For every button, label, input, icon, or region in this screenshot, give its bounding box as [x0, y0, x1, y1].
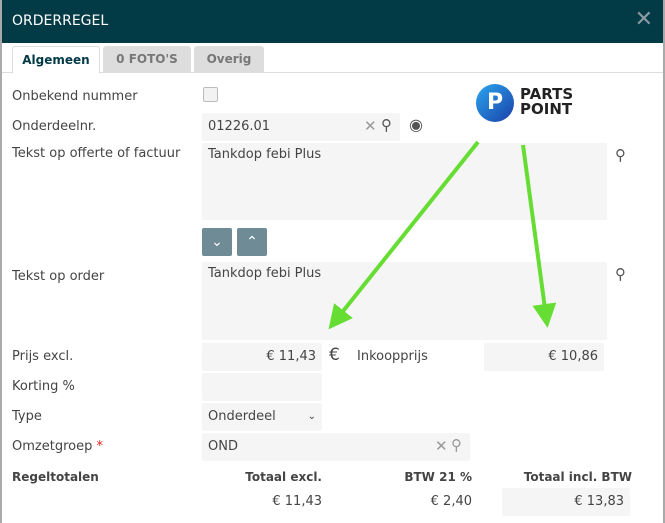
revenue-group-label: Omzetgroep *	[12, 439, 103, 454]
chevron-down-icon: ⌄	[307, 411, 316, 422]
required-marker: *	[96, 439, 103, 454]
arrow-to-purchase-price	[521, 144, 557, 328]
order-text-value: Tankdop febi Plus	[208, 266, 322, 281]
purchase-price-value: € 10,86	[548, 349, 598, 364]
quote-text-textarea[interactable]: Tankdop febi Plus	[202, 143, 607, 220]
tab-bar: Algemeen 0 FOTO'S Overig	[2, 43, 663, 74]
move-up-button[interactable]: ⌃	[237, 228, 267, 256]
unknown-number-checkbox[interactable]	[203, 87, 218, 102]
close-icon[interactable]: ✕	[634, 7, 653, 32]
search-icon[interactable]: ⚲	[615, 146, 626, 164]
part-number-label: Onderdeelnr.	[12, 119, 97, 134]
search-icon[interactable]: ⚲	[451, 436, 462, 454]
tab-algemeen[interactable]: Algemeen	[12, 46, 100, 74]
revenue-group-input[interactable]: OND	[202, 433, 470, 461]
type-label: Type	[12, 409, 42, 424]
discount-input[interactable]	[202, 373, 322, 401]
dialog-header: ORDERREGEL ✕	[2, 0, 663, 43]
purchase-price-input[interactable]: € 10,86	[484, 343, 604, 371]
search-icon[interactable]: ⚲	[381, 116, 392, 134]
total-excl-value: € 11,43	[272, 494, 322, 509]
dialog-title: ORDERREGEL	[12, 13, 109, 29]
vat-header: BTW 21 %	[404, 470, 472, 484]
quote-text-value: Tankdop febi Plus	[208, 147, 322, 162]
currency-symbol: €	[329, 345, 340, 365]
totals-label: Regeltotalen	[12, 470, 99, 484]
eye-icon[interactable]: ◉	[409, 115, 423, 134]
clear-icon[interactable]: ✕	[435, 437, 448, 455]
price-excl-label: Prijs excl.	[12, 349, 74, 364]
search-icon[interactable]: ⚲	[615, 265, 626, 283]
move-down-button[interactable]: ⌄	[202, 228, 232, 256]
unknown-number-label: Onbekend nummer	[12, 89, 138, 104]
quote-text-label: Tekst op offerte of factuur	[12, 146, 181, 161]
parts-point-logo: P PARTS POINT	[476, 84, 586, 124]
total-incl-field: € 13,83	[502, 488, 630, 516]
total-incl-value: € 13,83	[574, 494, 624, 509]
tab-fotos[interactable]: 0 FOTO'S	[103, 46, 191, 73]
clear-icon[interactable]: ✕	[364, 117, 377, 135]
vat-value: € 2,40	[430, 494, 472, 509]
total-excl-header: Totaal excl.	[245, 470, 322, 484]
part-number-value: 01226.01	[208, 119, 271, 134]
order-text-label: Tekst op order	[12, 269, 105, 284]
part-number-input[interactable]: 01226.01	[202, 113, 400, 141]
total-incl-header: Totaal incl. BTW	[523, 470, 632, 484]
tab-overig[interactable]: Overig	[194, 46, 264, 73]
arrow-to-price	[328, 140, 480, 330]
price-excl-value: € 11,43	[266, 349, 316, 364]
type-value: Onderdeel	[208, 409, 276, 424]
discount-label: Korting %	[12, 379, 75, 394]
revenue-group-label-text: Omzetgroep	[12, 439, 93, 454]
revenue-group-value: OND	[208, 439, 238, 454]
type-select[interactable]: Onderdeel ⌄	[202, 403, 322, 431]
purchase-price-label: Inkoopprijs	[357, 349, 428, 364]
price-excl-input[interactable]: € 11,43	[202, 343, 322, 371]
